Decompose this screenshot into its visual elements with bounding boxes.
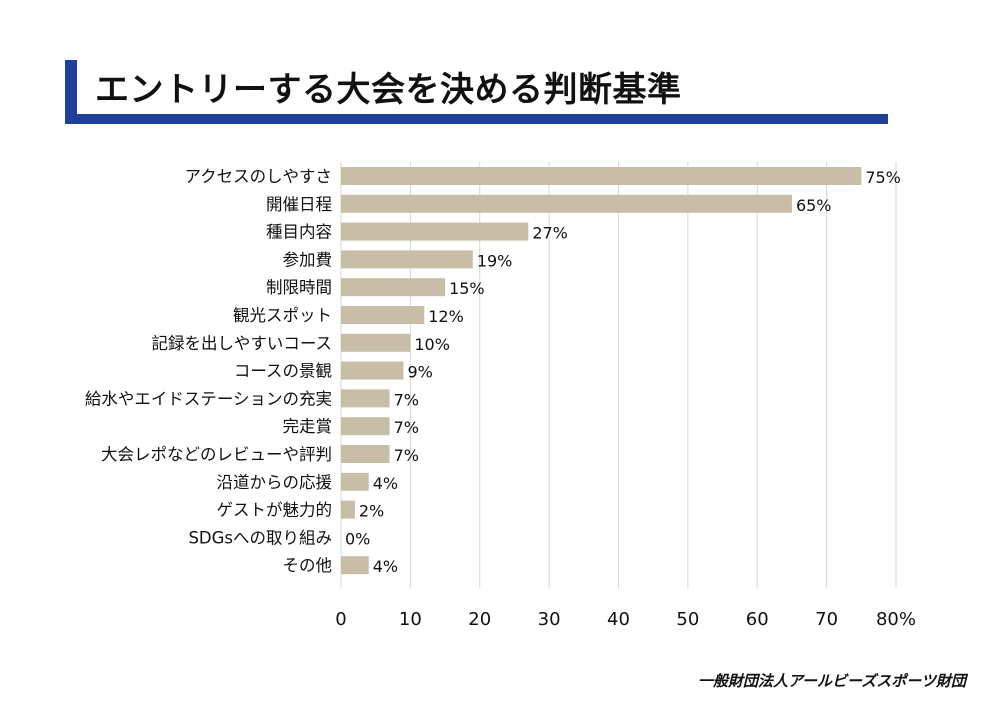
bar <box>341 556 369 575</box>
bar <box>341 472 369 491</box>
value-label: 27% <box>532 224 568 243</box>
category-label: アクセスのしやすさ <box>184 167 332 186</box>
title-block: エントリーする大会を決める判断基準 <box>65 60 888 124</box>
value-label: 9% <box>407 363 432 382</box>
category-label: その他 <box>283 556 333 575</box>
value-label: 19% <box>477 251 513 270</box>
x-tick-label: 80% <box>876 609 916 630</box>
value-label: 0% <box>345 529 370 548</box>
chart-title: エントリーする大会を決める判断基準 <box>95 70 682 110</box>
category-label: 観光スポット <box>233 306 332 325</box>
value-labels: 75%65%27%19%15%12%10%9%7%7%7%4%2%0%4% <box>345 168 901 576</box>
category-label: コースの景観 <box>234 362 332 381</box>
x-tick-label: 10 <box>399 609 422 630</box>
value-label: 2% <box>359 502 384 521</box>
bar <box>341 361 404 380</box>
bar <box>341 222 529 241</box>
category-label: 完走賞 <box>283 417 333 436</box>
value-label: 7% <box>394 446 419 465</box>
bar <box>341 417 390 436</box>
x-tick-label: 50 <box>676 609 699 630</box>
category-label: ゲストが魅力的 <box>217 501 333 520</box>
value-label: 12% <box>428 307 464 326</box>
value-label: 4% <box>373 474 398 493</box>
bar <box>341 389 390 408</box>
title-accent-bar <box>65 60 77 124</box>
bar <box>341 445 390 463</box>
title-underline <box>65 114 888 124</box>
bar <box>341 278 446 297</box>
category-label: 参加費 <box>283 250 333 269</box>
x-tick-label: 70 <box>815 609 838 630</box>
category-label: 記録を出しやすいコース <box>151 334 332 353</box>
x-axis-tick-labels: 0 10 20 30 40 50 60 70 80% <box>335 609 916 630</box>
category-label: 沿道からの応援 <box>217 473 333 492</box>
bar-series <box>341 167 862 575</box>
source-credit: 一般財団法人アールビーズスポーツ財団 <box>697 672 966 690</box>
value-label: 7% <box>394 390 419 409</box>
category-label: 種目内容 <box>266 223 332 242</box>
x-tick-label: 40 <box>607 609 630 630</box>
bar <box>341 306 425 324</box>
category-label: 開催日程 <box>266 195 332 214</box>
bar <box>341 250 473 269</box>
bar <box>341 194 792 213</box>
category-label: SDGsへの取り組み <box>188 528 332 547</box>
x-tick-label: 30 <box>538 609 561 630</box>
bar <box>341 500 355 519</box>
value-label: 4% <box>373 557 398 576</box>
value-label: 10% <box>414 335 450 354</box>
category-label: 制限時間 <box>266 278 332 297</box>
x-tick-label: 20 <box>468 609 491 630</box>
value-label: 15% <box>449 279 485 298</box>
category-labels: アクセスのしやすさ開催日程種目内容参加費制限時間観光スポット記録を出しやすいコー… <box>85 167 332 575</box>
value-label: 7% <box>394 418 419 437</box>
value-label: 65% <box>796 196 832 215</box>
category-label: 大会レポなどのレビューや評判 <box>101 445 332 464</box>
x-tick-label: 60 <box>746 609 769 630</box>
x-tick-label: 0 <box>335 609 346 630</box>
bar <box>341 333 411 352</box>
bar <box>341 167 862 185</box>
value-label: 75% <box>865 168 901 187</box>
category-label: 給水やエイドステーションの充実 <box>85 389 332 408</box>
